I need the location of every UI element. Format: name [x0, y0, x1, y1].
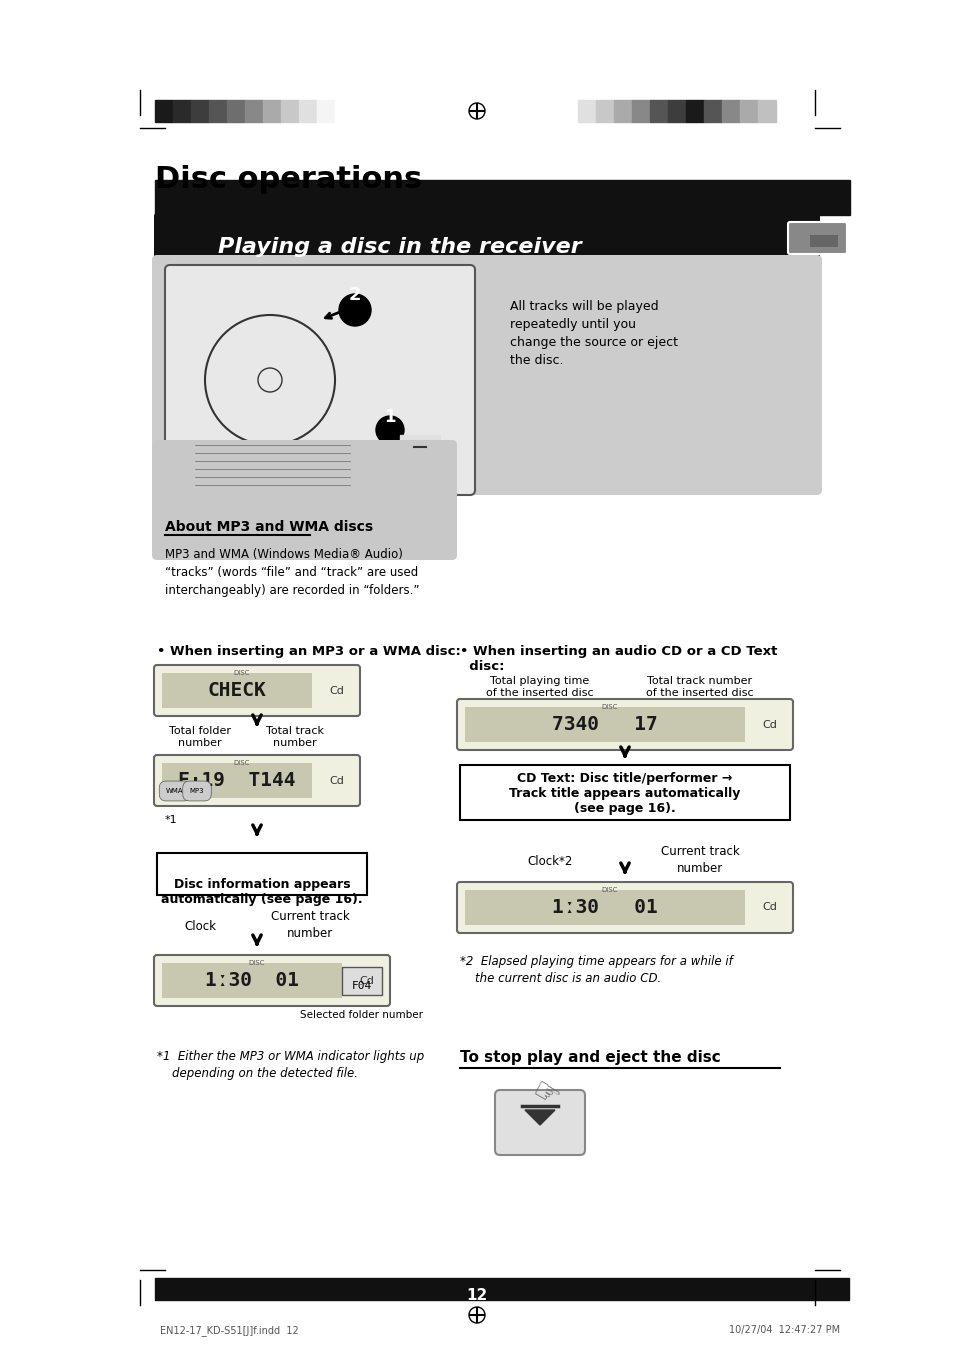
Text: DISC: DISC: [249, 961, 265, 966]
Text: Disc information appears
automatically (see page 16).: Disc information appears automatically (…: [161, 878, 362, 907]
Text: 2: 2: [349, 286, 361, 304]
Bar: [631, 100, 649, 122]
Bar: [154, 1278, 848, 1300]
Text: Total folder
number: Total folder number: [169, 725, 231, 747]
Text: DISC: DISC: [601, 704, 618, 711]
FancyBboxPatch shape: [152, 255, 821, 494]
FancyBboxPatch shape: [787, 222, 846, 254]
Text: Cd: Cd: [761, 720, 777, 730]
Text: 1: 1: [384, 408, 395, 426]
Bar: [399, 435, 439, 465]
Text: MP3 and WMA (Windows Media® Audio)
“tracks” (words “file” and “track” are used
i: MP3 and WMA (Windows Media® Audio) “trac…: [165, 549, 419, 597]
Bar: [162, 963, 341, 998]
Bar: [209, 100, 227, 122]
Bar: [245, 100, 263, 122]
Text: DISC: DISC: [601, 888, 618, 893]
Text: Clock: Clock: [184, 920, 215, 934]
Text: MP3: MP3: [190, 788, 204, 794]
Bar: [191, 100, 209, 122]
Text: DISC: DISC: [233, 761, 250, 766]
Text: DISC: DISC: [233, 670, 250, 676]
Polygon shape: [524, 1111, 555, 1125]
Text: 7340   17: 7340 17: [552, 715, 658, 734]
Text: ☞: ☞: [525, 1075, 563, 1115]
Text: *1: *1: [165, 815, 177, 825]
Bar: [758, 100, 775, 122]
Text: Total track number
of the inserted disc: Total track number of the inserted disc: [645, 676, 753, 697]
Text: Total playing time
of the inserted disc: Total playing time of the inserted disc: [486, 676, 593, 697]
FancyBboxPatch shape: [495, 1090, 584, 1155]
Text: About MP3 and WMA discs: About MP3 and WMA discs: [165, 520, 373, 534]
Bar: [703, 100, 721, 122]
Bar: [162, 673, 312, 708]
Text: 10/27/04  12:47:27 PM: 10/27/04 12:47:27 PM: [728, 1325, 840, 1335]
Text: 1ː30   01: 1ː30 01: [552, 898, 658, 917]
Text: 12: 12: [466, 1288, 487, 1302]
Text: F04: F04: [352, 981, 372, 992]
Bar: [227, 100, 245, 122]
Circle shape: [375, 416, 403, 444]
Bar: [559, 100, 578, 122]
Text: Cd: Cd: [329, 685, 344, 696]
Text: 1ː30  01: 1ː30 01: [205, 971, 298, 990]
Bar: [162, 763, 312, 798]
Circle shape: [338, 295, 371, 326]
Bar: [721, 100, 740, 122]
Bar: [263, 100, 281, 122]
Text: To stop play and eject the disc: To stop play and eject the disc: [459, 1050, 720, 1065]
FancyBboxPatch shape: [152, 440, 456, 561]
FancyBboxPatch shape: [153, 213, 820, 261]
Text: Total track
number: Total track number: [266, 725, 324, 747]
Text: F·19  T144: F·19 T144: [178, 771, 295, 790]
Text: All tracks will be played
repeatedly until you
change the source or eject
the di: All tracks will be played repeatedly unt…: [510, 300, 678, 367]
Bar: [459, 765, 789, 820]
Bar: [341, 967, 381, 994]
Bar: [809, 235, 837, 247]
Text: Cd: Cd: [761, 902, 777, 912]
Bar: [667, 100, 685, 122]
Bar: [157, 852, 367, 894]
Text: Cd: Cd: [329, 775, 344, 785]
Bar: [464, 707, 744, 742]
FancyBboxPatch shape: [456, 882, 792, 934]
FancyBboxPatch shape: [165, 265, 475, 494]
Bar: [316, 100, 335, 122]
Bar: [685, 100, 703, 122]
Bar: [596, 100, 614, 122]
Text: Selected folder number: Selected folder number: [300, 1011, 423, 1020]
FancyBboxPatch shape: [456, 698, 792, 750]
FancyBboxPatch shape: [153, 955, 390, 1006]
Text: *2  Elapsed playing time appears for a while if
    the current disc is an audio: *2 Elapsed playing time appears for a wh…: [459, 955, 732, 985]
FancyBboxPatch shape: [153, 665, 359, 716]
Text: Current track
number: Current track number: [271, 911, 349, 940]
Text: • When inserting an audio CD or a CD Text
  disc:: • When inserting an audio CD or a CD Tex…: [459, 644, 777, 673]
Text: • When inserting an MP3 or a WMA disc:: • When inserting an MP3 or a WMA disc:: [157, 644, 460, 658]
Polygon shape: [415, 450, 424, 458]
Text: Current track
number: Current track number: [659, 844, 739, 875]
Text: Clock*2: Clock*2: [527, 855, 572, 867]
Bar: [649, 100, 667, 122]
Text: EN12-17_KD-S51[J]f.indd  12: EN12-17_KD-S51[J]f.indd 12: [160, 1325, 298, 1336]
Bar: [578, 100, 596, 122]
Text: Playing a disc in the receiver: Playing a disc in the receiver: [218, 236, 581, 257]
Text: Cd: Cd: [359, 975, 374, 985]
Bar: [172, 100, 191, 122]
Bar: [154, 100, 172, 122]
Bar: [614, 100, 631, 122]
Bar: [154, 180, 849, 215]
Bar: [335, 100, 353, 122]
Bar: [740, 100, 758, 122]
Text: CHECK: CHECK: [208, 681, 266, 700]
Bar: [298, 100, 316, 122]
Bar: [281, 100, 298, 122]
Text: Disc operations: Disc operations: [154, 165, 422, 195]
FancyBboxPatch shape: [153, 755, 359, 807]
Bar: [464, 890, 744, 925]
Text: CD Text: Disc title/performer →
Track title appears automatically
(see page 16).: CD Text: Disc title/performer → Track ti…: [509, 771, 740, 815]
Text: *1  Either the MP3 or WMA indicator lights up
    depending on the detected file: *1 Either the MP3 or WMA indicator light…: [157, 1050, 424, 1079]
Text: WMA: WMA: [166, 788, 184, 794]
